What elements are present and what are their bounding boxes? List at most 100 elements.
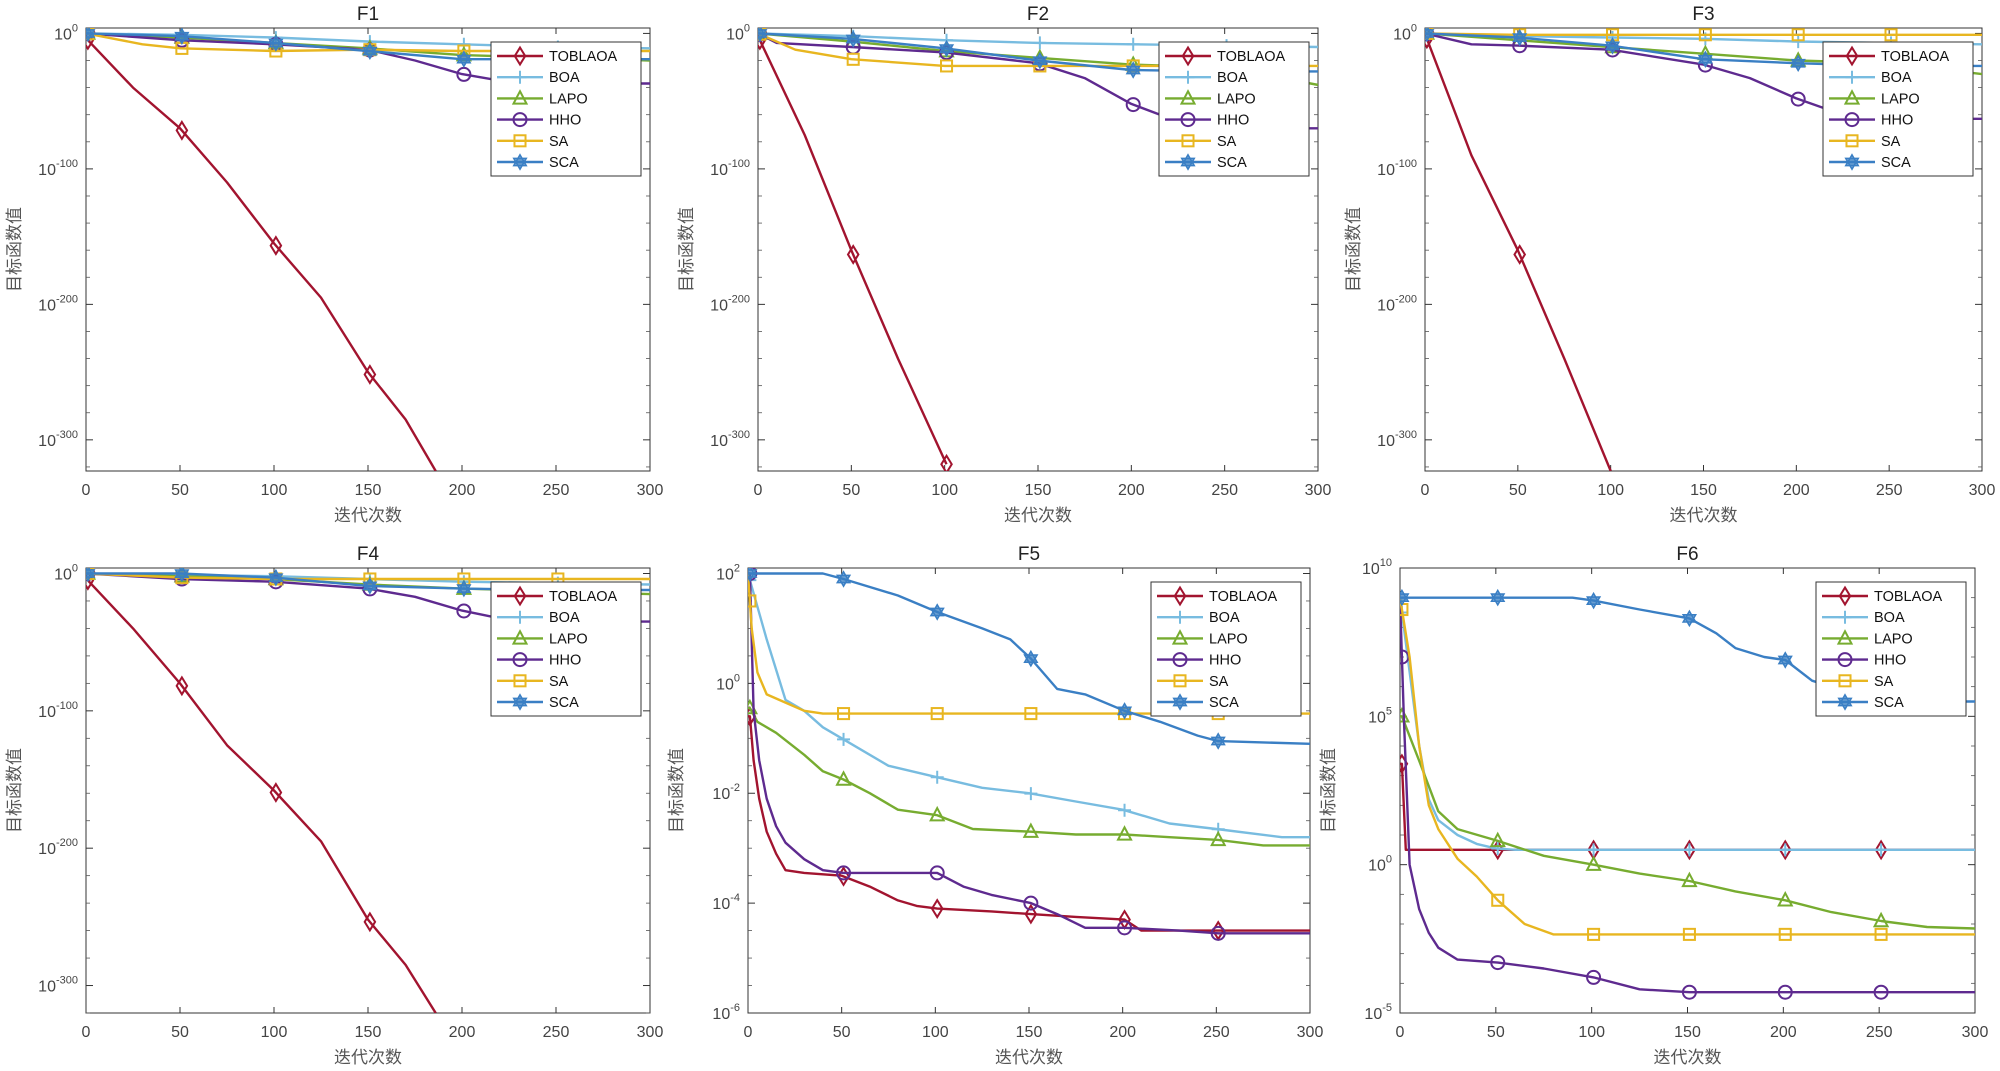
x-tick-label: 200: [1770, 1024, 1797, 1041]
legend-item-toblaoa: TOBLAOA: [1157, 585, 1278, 607]
series-line-toblaoa: [748, 715, 1310, 932]
chart-title: F5: [1018, 544, 1040, 565]
y-tick-label: 1010: [1362, 557, 1392, 578]
legend-marker-plus-icon: [1173, 610, 1187, 624]
x-tick-label: 0: [744, 1024, 753, 1041]
marker-sa: [1587, 927, 1601, 941]
legend: TOBLAOA BOA LAPO HHO SA SCA: [1822, 41, 1974, 177]
legend-label: BOA: [1874, 610, 1905, 626]
chart-title: F6: [1676, 544, 1698, 565]
legend-item-boa: BOA: [1822, 610, 1905, 626]
series-line-toblaoa: [86, 33, 437, 471]
chart-title: F4: [357, 544, 380, 565]
marker-sa: [1024, 707, 1038, 721]
x-tick-label: 50: [842, 482, 860, 499]
series-line-hho: [1400, 597, 1975, 994]
legend-label: LAPO: [1881, 91, 1920, 107]
x-axis-label: 迭代次数: [995, 1048, 1063, 1068]
legend-item-lapo: LAPO: [1165, 89, 1256, 107]
marker-sa: [940, 59, 954, 73]
marker-sca: [748, 568, 758, 583]
legend-label: BOA: [549, 610, 580, 626]
legend-marker-circle-icon: [512, 112, 528, 128]
legend-marker-hexagram-icon: [512, 153, 528, 171]
legend-label: HHO: [549, 113, 581, 129]
y-axis-label: 目标函数值: [667, 748, 687, 833]
marker-sca: [929, 603, 945, 621]
x-tick-label: 250: [1866, 1024, 1893, 1041]
series-line-sa: [1400, 597, 1975, 936]
y-tick-label: 10-300: [38, 429, 78, 450]
legend: TOBLAOA BOA LAPO HHO SA SCA: [1158, 41, 1310, 177]
x-tick-label: 250: [543, 1024, 570, 1041]
chart-title: F3: [1692, 4, 1714, 25]
x-tick-label: 250: [1203, 1024, 1230, 1041]
marker-sa: [1791, 28, 1805, 42]
legend-marker-triangle-icon: [511, 629, 529, 645]
legend-marker-plus-icon: [513, 70, 527, 84]
x-tick-label: 50: [1487, 1024, 1505, 1041]
marker-hho: [1586, 969, 1602, 985]
legend: TOBLAOA BOA LAPO HHO SA SCA: [1150, 581, 1302, 717]
marker-hho: [929, 865, 945, 881]
marker-boa: [1587, 843, 1601, 857]
marker-sca: [845, 30, 861, 48]
legend-marker-circle-icon: [1172, 652, 1188, 668]
x-tick-label: 300: [637, 482, 664, 499]
marker-lapo: [1585, 855, 1602, 871]
legend-label: TOBLAOA: [1881, 49, 1950, 65]
legend-label: LAPO: [549, 631, 588, 647]
legend-label: LAPO: [1217, 91, 1256, 107]
legend-label: BOA: [549, 70, 580, 86]
y-tick-label: 10-200: [710, 293, 750, 314]
legend-box: [490, 581, 642, 717]
legend-marker-circle-icon: [1180, 112, 1196, 128]
legend-marker-diamond-icon: [1181, 45, 1195, 67]
legend-item-lapo: LAPO: [1157, 629, 1248, 647]
legend-item-lapo: LAPO: [497, 89, 588, 107]
marker-sa: [1884, 28, 1898, 42]
marker-toblaoa: [1513, 244, 1527, 265]
legend-label: SA: [1217, 134, 1237, 150]
marker-lapo: [1210, 830, 1227, 847]
marker-toblaoa: [269, 782, 283, 803]
legend-label: SA: [1881, 134, 1901, 150]
y-tick-label: 100: [716, 672, 740, 693]
marker-hho: [1210, 925, 1226, 941]
legend-item-toblaoa: TOBLAOA: [1829, 45, 1950, 67]
x-tick-label: 0: [82, 1024, 91, 1041]
legend-item-boa: BOA: [1165, 70, 1248, 86]
y-tick-label: 100: [54, 22, 78, 43]
marker-sca: [758, 28, 768, 43]
legend-label: TOBLAOA: [1217, 49, 1286, 65]
x-axis-label: 迭代次数: [1004, 506, 1072, 526]
legend-item-sca: SCA: [1829, 153, 1911, 171]
y-tick-label: 10-5: [1364, 1002, 1392, 1023]
legend-marker-square-icon: [513, 134, 527, 148]
y-axis-label: 目标函数值: [1344, 207, 1364, 292]
series-layer: [1400, 588, 1975, 1000]
legend-item-hho: HHO: [497, 652, 581, 669]
marker-sa: [1682, 927, 1696, 941]
marker-hho: [1117, 920, 1133, 936]
legend-item-hho: HHO: [1157, 652, 1241, 669]
x-tick-label: 250: [543, 482, 570, 499]
legend-item-hho: HHO: [497, 112, 581, 129]
marker-lapo: [1400, 707, 1411, 723]
marker-toblaoa: [1778, 839, 1792, 861]
legend-item-boa: BOA: [497, 70, 580, 86]
marker-sa: [1778, 927, 1792, 941]
legend-label: BOA: [1209, 610, 1240, 626]
marker-sca: [268, 569, 284, 587]
legend-item-toblaoa: TOBLAOA: [1822, 585, 1943, 607]
legend-marker-hexagram-icon: [1837, 693, 1853, 711]
x-tick-label: 150: [1025, 482, 1052, 499]
x-tick-label: 150: [1016, 1024, 1043, 1041]
marker-sca: [938, 39, 955, 58]
legend-marker-square-icon: [1845, 134, 1859, 148]
marker-sca: [1777, 651, 1793, 669]
legend-item-hho: HHO: [1165, 112, 1249, 129]
marker-sca: [268, 34, 284, 52]
marker-lapo: [1681, 871, 1698, 888]
legend-marker-plus-icon: [513, 610, 527, 624]
